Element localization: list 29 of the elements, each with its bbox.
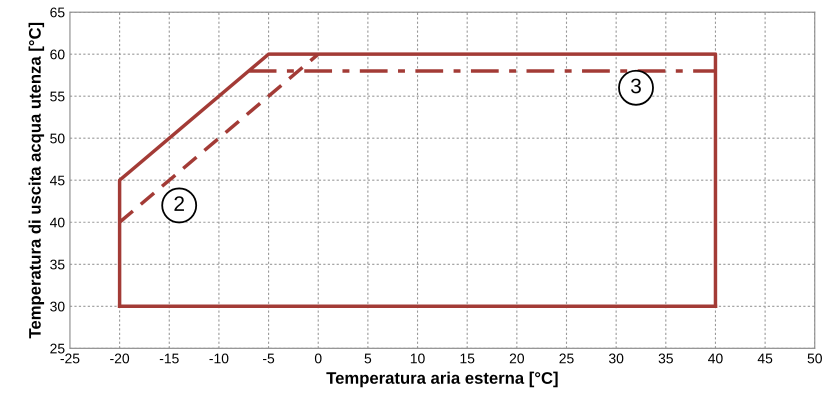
x-tick-label: -5 [263,354,274,364]
x-tick-label: 40 [708,354,723,364]
x-tick-label: 30 [608,354,624,364]
x-axis-title: Temperatura aria esterna [°C] [326,372,558,388]
y-axis-title: Temperatura di uscita acqua utenza [°C] [28,22,44,338]
x-tick-label: -20 [110,354,130,364]
y-tick-label: 30 [50,302,65,312]
x-tick-label: 15 [460,354,474,364]
y-tick-label: 60 [50,50,65,60]
annotation: 2 [174,196,184,211]
x-tick-label: 5 [364,354,372,364]
x-tick-label: 25 [559,354,574,364]
x-tick-label: 45 [758,354,772,364]
y-tick-label: 40 [50,218,65,228]
x-tick-label: -15 [160,354,179,364]
x-tick-label: 20 [510,354,524,364]
y-tick-label: 45 [50,176,65,186]
y-tick-label: 65 [50,7,65,18]
y-tick-label: 55 [50,92,65,102]
x-tick-label: -25 [60,354,80,364]
x-tick-label: 50 [808,354,822,364]
y-tick-label: 50 [50,134,65,144]
y-tick-label: 25 [50,344,65,354]
y-tick-label: 35 [50,260,65,270]
annotation: 3 [631,78,641,94]
x-tick-label: 0 [314,354,322,364]
x-tick-label: -10 [210,354,228,364]
x-tick-label: 35 [658,354,673,364]
x-tick-label: 10 [410,354,425,364]
